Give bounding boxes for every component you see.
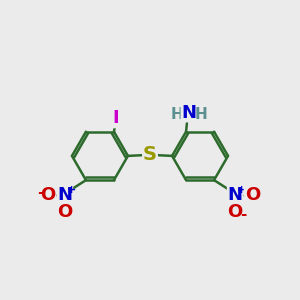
Text: +: +: [67, 184, 76, 194]
Text: N: N: [57, 186, 72, 204]
Text: -: -: [240, 207, 247, 222]
Text: O: O: [40, 186, 55, 204]
Text: O: O: [57, 203, 72, 221]
Text: O: O: [228, 203, 243, 221]
Text: H: H: [171, 107, 184, 122]
Text: +: +: [237, 184, 246, 194]
Text: I: I: [112, 110, 119, 128]
Text: O: O: [245, 186, 260, 204]
Text: H: H: [194, 107, 207, 122]
Text: N: N: [228, 186, 243, 204]
Text: -: -: [37, 185, 44, 200]
Text: N: N: [182, 103, 196, 122]
Text: S: S: [143, 145, 157, 164]
